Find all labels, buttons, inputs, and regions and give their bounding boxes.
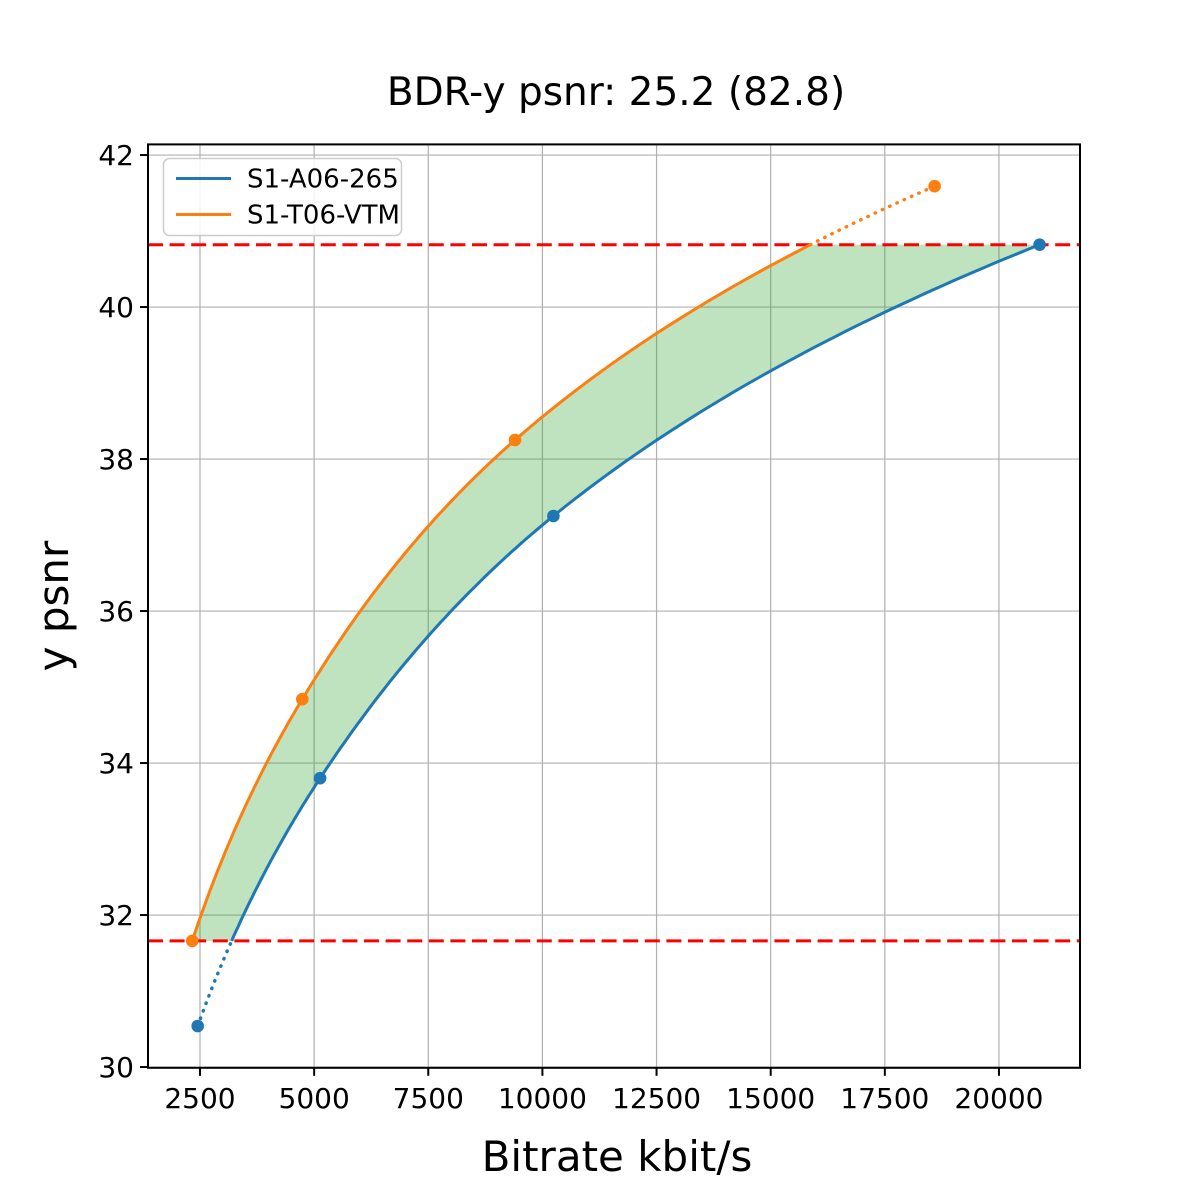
data-point — [185, 934, 199, 948]
x-tick-label: 7500 — [393, 1082, 464, 1115]
x-tick-label: 20000 — [954, 1082, 1043, 1115]
plot-border — [147, 143, 1081, 1069]
data-point — [928, 179, 941, 193]
legend: S1-A06-265 S1-T06-VTM — [162, 157, 403, 237]
bd-area-fill — [192, 244, 1040, 941]
legend-label: S1-T06-VTM — [247, 201, 400, 231]
y-tick-label: 30 — [98, 1051, 134, 1084]
y-tick-label: 40 — [98, 291, 134, 324]
bd-fill-area — [192, 244, 1040, 941]
series-curve-extrapolated — [808, 184, 937, 247]
legend-label: S1-A06-265 — [247, 165, 399, 195]
gridlines — [148, 144, 1080, 1068]
x-axis-label: Bitrate kbit/s — [482, 1132, 753, 1181]
series-curves — [185, 179, 1046, 1033]
series-curve-extrapolated — [196, 939, 234, 1028]
series-S1-A06-265 — [191, 238, 1046, 1033]
y-tick-label: 32 — [98, 899, 134, 932]
y-tick-label: 38 — [98, 443, 134, 476]
data-point — [547, 509, 560, 523]
data-point — [313, 771, 327, 785]
data-point — [191, 1019, 204, 1033]
y-tick-label: 42 — [98, 139, 134, 172]
x-tick-label: 17500 — [840, 1082, 929, 1115]
x-tick-label: 15000 — [726, 1082, 815, 1115]
x-tick-label: 12500 — [612, 1082, 701, 1115]
series-curve — [230, 243, 1041, 942]
data-point — [1033, 238, 1046, 251]
data-point — [296, 692, 309, 706]
x-tick-label: 10000 — [498, 1082, 587, 1115]
data-point — [508, 433, 522, 447]
axes-frame: 2500 5000 7500 10000 12500 15000 17500 20000 30 3… — [98, 139, 1081, 1115]
y-tick-label: 34 — [98, 747, 134, 780]
series-curve — [190, 243, 812, 942]
x-tick-label: 2500 — [164, 1082, 235, 1115]
y-tick-label: 36 — [98, 595, 134, 628]
series-S1-T06-VTM — [185, 179, 941, 948]
chart-title: BDR-y psnr: 25.2 (82.8) — [387, 70, 845, 115]
x-tick-label: 5000 — [279, 1082, 350, 1115]
overlap-bound-lines — [148, 243, 1080, 943]
y-axis-label: y psnr — [29, 540, 78, 671]
